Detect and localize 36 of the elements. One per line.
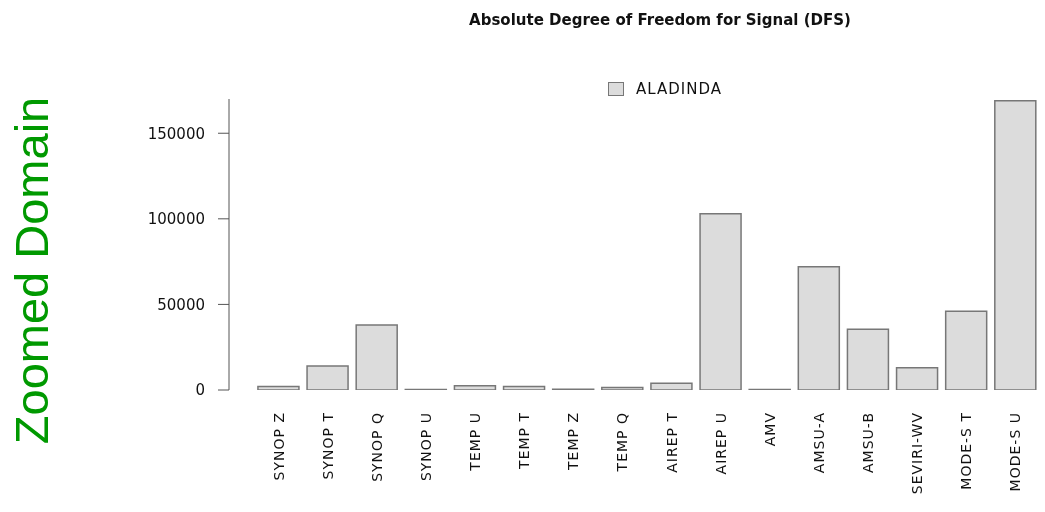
bar <box>797 266 841 390</box>
y-tick-label: 150000 <box>147 124 205 143</box>
x-tick-label: TEMP Q <box>614 412 631 473</box>
x-tick-label: TEMP Z <box>565 412 582 471</box>
y-axis-title: Zoomed Domain <box>4 96 58 445</box>
legend-label: ALADINDA <box>636 80 722 98</box>
y-tick-label: 100000 <box>147 210 205 229</box>
x-tick-label: SYNOP U <box>417 412 434 482</box>
x-tick-label: SEVIRI-WV <box>909 412 926 495</box>
x-tick-label: SYNOP Q <box>368 412 385 482</box>
x-tick-label: SYNOP T <box>319 412 336 480</box>
x-tick-label: TEMP U <box>467 412 484 472</box>
bar <box>846 328 890 390</box>
chart-title: Absolute Degree of Freedom for Signal (DFS) <box>469 11 851 29</box>
bar <box>355 324 398 390</box>
bar <box>650 382 693 390</box>
bar <box>306 365 349 390</box>
y-tick-label: 50000 <box>157 295 205 314</box>
x-tick-label: SYNOP Z <box>270 412 287 481</box>
bar <box>944 310 988 390</box>
bar <box>453 384 497 390</box>
y-tick-label: 0 <box>195 381 205 400</box>
x-tick-label: AMSU-A <box>810 412 827 474</box>
bar <box>699 212 742 390</box>
bar <box>257 385 300 390</box>
x-tick-label: AIREP U <box>712 412 729 475</box>
bar <box>601 386 644 390</box>
x-tick-label: AIREP T <box>663 412 680 473</box>
bar <box>895 367 939 390</box>
x-tick-label: AMSU-B <box>860 412 877 473</box>
x-tick-label: AMV <box>761 412 778 447</box>
x-tick-label: MODE-S U <box>1007 412 1024 492</box>
x-tick-label: MODE-S T <box>958 412 975 490</box>
bar <box>502 385 546 390</box>
x-tick-label: TEMP T <box>516 412 533 470</box>
bar <box>994 99 1037 390</box>
